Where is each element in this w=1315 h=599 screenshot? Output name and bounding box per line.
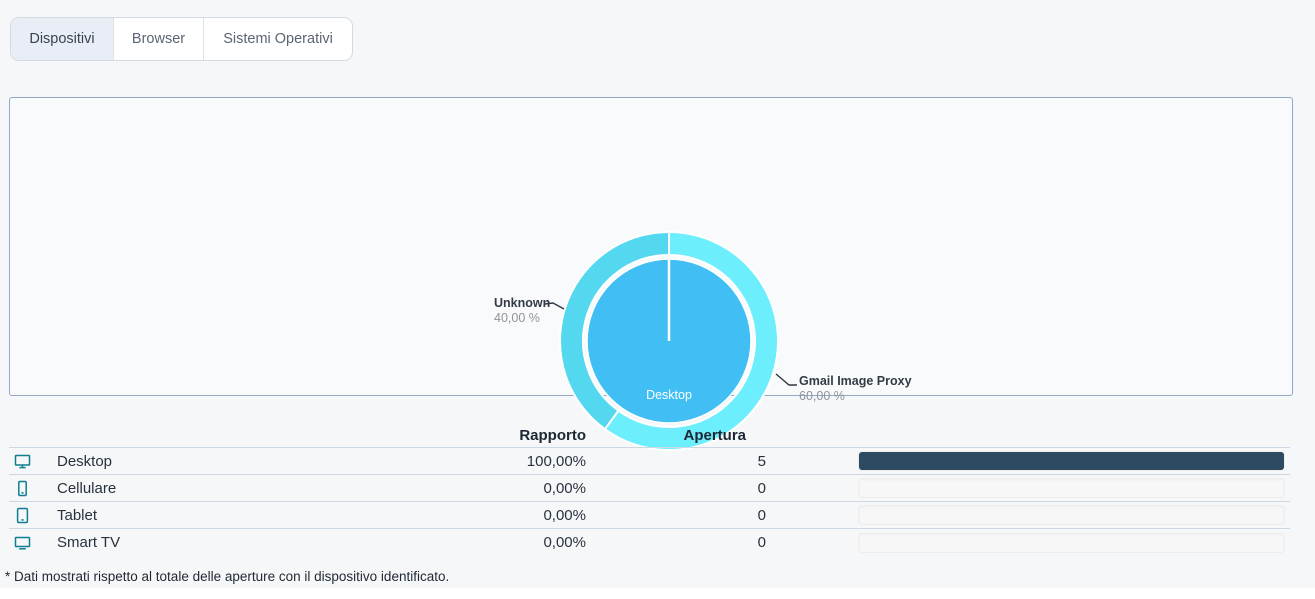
apertura-value: 0 <box>757 479 766 497</box>
chart-label-gmail-name: Gmail Image Proxy <box>799 374 912 388</box>
progress-track <box>858 532 1285 553</box>
rapporto-value: 100,00% <box>526 452 586 470</box>
tablet-icon <box>9 507 57 524</box>
progress-track <box>858 451 1285 471</box>
device-donut-chart: Desktop <box>544 231 797 451</box>
connector-gmail-image-proxy <box>775 373 797 386</box>
table-row-tablet: Tablet 0,00% 0 <box>9 502 1290 529</box>
apertura-value: 0 <box>757 534 766 551</box>
tab-browser[interactable]: Browser <box>114 18 204 60</box>
rapporto-value: 0,00% <box>543 479 586 497</box>
progress-track <box>858 505 1285 525</box>
smartphone-icon <box>9 480 57 497</box>
device-name: Tablet <box>57 506 98 524</box>
progress-fill <box>859 452 1284 470</box>
chart-panel: Desktop Unknown 40,00 % Gmail Image Prox… <box>9 97 1293 451</box>
device-table: Rapporto Apertura Desktop 100,00% 5 <box>9 423 1290 556</box>
tab-sistemi-operativi[interactable]: Sistemi Operativi <box>223 31 333 47</box>
progress-track <box>858 478 1285 498</box>
tab-dispositivi[interactable]: Dispositivi <box>11 18 114 60</box>
chart-label-unknown: Unknown 40,00 % <box>494 296 550 326</box>
table-header-row: Rapporto Apertura <box>9 423 1290 448</box>
rapporto-value: 0,00% <box>543 506 586 524</box>
apertura-value: 0 <box>757 506 766 524</box>
device-name: Smart TV <box>57 534 121 551</box>
table-row-smart-tv: Smart TV 0,00% 0 <box>9 529 1290 556</box>
device-name: Desktop <box>57 452 113 470</box>
device-name: Cellulare <box>57 479 117 497</box>
column-header-apertura: Apertura <box>683 426 746 444</box>
outer-segment-unknown[interactable] <box>559 231 670 431</box>
tab-group: Dispositivi Browser Sistemi Operativi <box>10 17 353 61</box>
bottom-strip <box>0 588 1315 599</box>
column-header-rapporto: Rapporto <box>519 426 586 444</box>
connector-unknown <box>544 302 565 310</box>
outer-segment-gmail-image-proxy[interactable] <box>603 231 779 451</box>
chart-label-gmail-percent: 60,00 % <box>799 389 845 403</box>
desktop-icon <box>9 453 57 470</box>
chart-label-unknown-percent: 40,00 % <box>494 311 540 325</box>
table-footnote: * Dati mostrati rispetto al totale delle… <box>5 569 450 584</box>
tv-icon <box>9 534 57 551</box>
table-row-desktop: Desktop 100,00% 5 <box>9 448 1290 475</box>
table-row-cellulare: Cellulare 0,00% 0 <box>9 475 1290 502</box>
inner-segment-label: Desktop <box>646 388 692 402</box>
apertura-value: 5 <box>757 452 766 470</box>
chart-label-gmail-image-proxy: Gmail Image Proxy 60,00 % <box>799 374 912 404</box>
chart-label-unknown-name: Unknown <box>494 296 551 310</box>
rapporto-value: 0,00% <box>543 534 586 551</box>
